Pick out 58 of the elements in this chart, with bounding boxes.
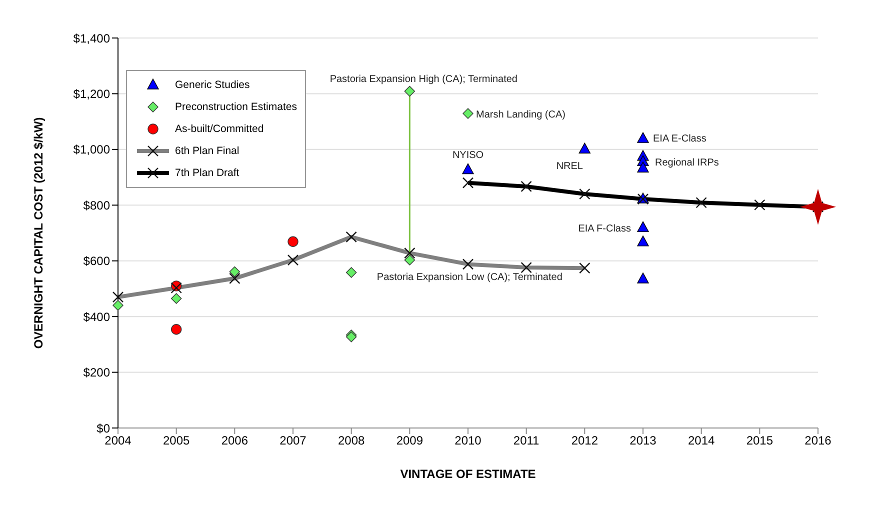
point xyxy=(637,236,649,246)
x-tick-label: 2014 xyxy=(688,434,716,448)
x-axis-title: VINTAGE OF ESTIMATE xyxy=(400,467,536,481)
x-tick-label: 2012 xyxy=(571,434,598,448)
annotation: Pastoria Expansion Low (CA); Terminated xyxy=(376,272,562,284)
x-tick-label: 2007 xyxy=(280,434,307,448)
y-tick-label: $800 xyxy=(83,198,110,212)
legend-label: Preconstruction Estimates xyxy=(175,101,297,113)
x-tick-label: 2009 xyxy=(396,434,424,448)
x-tick-label: 2004 xyxy=(104,434,132,448)
point xyxy=(346,267,357,278)
point xyxy=(462,163,474,174)
point xyxy=(404,254,416,266)
point xyxy=(404,86,416,97)
x-tick-label: 2016 xyxy=(804,434,832,448)
y-tick-label: $0 xyxy=(96,421,110,436)
point xyxy=(288,236,298,247)
annotation: NYISO xyxy=(452,150,484,161)
x-tick-label: 2015 xyxy=(746,434,774,448)
legend-label: 6th Plan Final xyxy=(175,145,240,157)
point xyxy=(520,180,532,192)
point xyxy=(170,293,182,304)
annotation: EIA F-Class xyxy=(578,224,631,235)
point xyxy=(229,266,240,278)
annotation: Marsh Landing (CA) xyxy=(476,109,566,120)
point xyxy=(462,177,474,188)
y-tick-label: $400 xyxy=(83,310,110,324)
x-tick-label: 2005 xyxy=(162,434,190,448)
legend-label: 7th Plan Draft xyxy=(175,167,240,179)
y-tick-label: $1,200 xyxy=(73,86,110,101)
point xyxy=(637,132,649,143)
y-axis-title: OVERNIGHT CAPITAL COST (2012 $/kW) xyxy=(31,117,46,349)
x-tick-label: 2013 xyxy=(630,434,657,448)
point xyxy=(112,300,124,311)
point xyxy=(578,142,591,154)
y-tick-label: $1,000 xyxy=(73,142,110,157)
x-tick-label: 2008 xyxy=(338,434,366,448)
x-tick-label: 2011 xyxy=(513,434,540,448)
point xyxy=(696,197,707,208)
annotation: NREL xyxy=(556,161,584,172)
y-tick-label: $1,400 xyxy=(73,31,110,46)
x-tick-label: 2006 xyxy=(221,434,248,448)
x-tick-label: 2010 xyxy=(454,434,482,448)
legend-label: Generic Studies xyxy=(175,79,250,91)
point xyxy=(637,272,649,284)
point xyxy=(800,188,836,225)
annotation: EIA E-Class xyxy=(653,134,706,145)
y-tick-label: $600 xyxy=(83,254,110,268)
point xyxy=(637,162,649,172)
point xyxy=(754,199,766,210)
point xyxy=(637,221,649,232)
point xyxy=(170,324,182,335)
point xyxy=(462,108,474,119)
annotation: Pastoria Expansion High (CA); Terminated xyxy=(330,74,518,86)
point xyxy=(579,188,590,200)
y-tick-label: $200 xyxy=(83,366,110,380)
legend-label: As-built/Committed xyxy=(175,123,264,135)
annotation: Regional IRPs xyxy=(655,158,719,169)
